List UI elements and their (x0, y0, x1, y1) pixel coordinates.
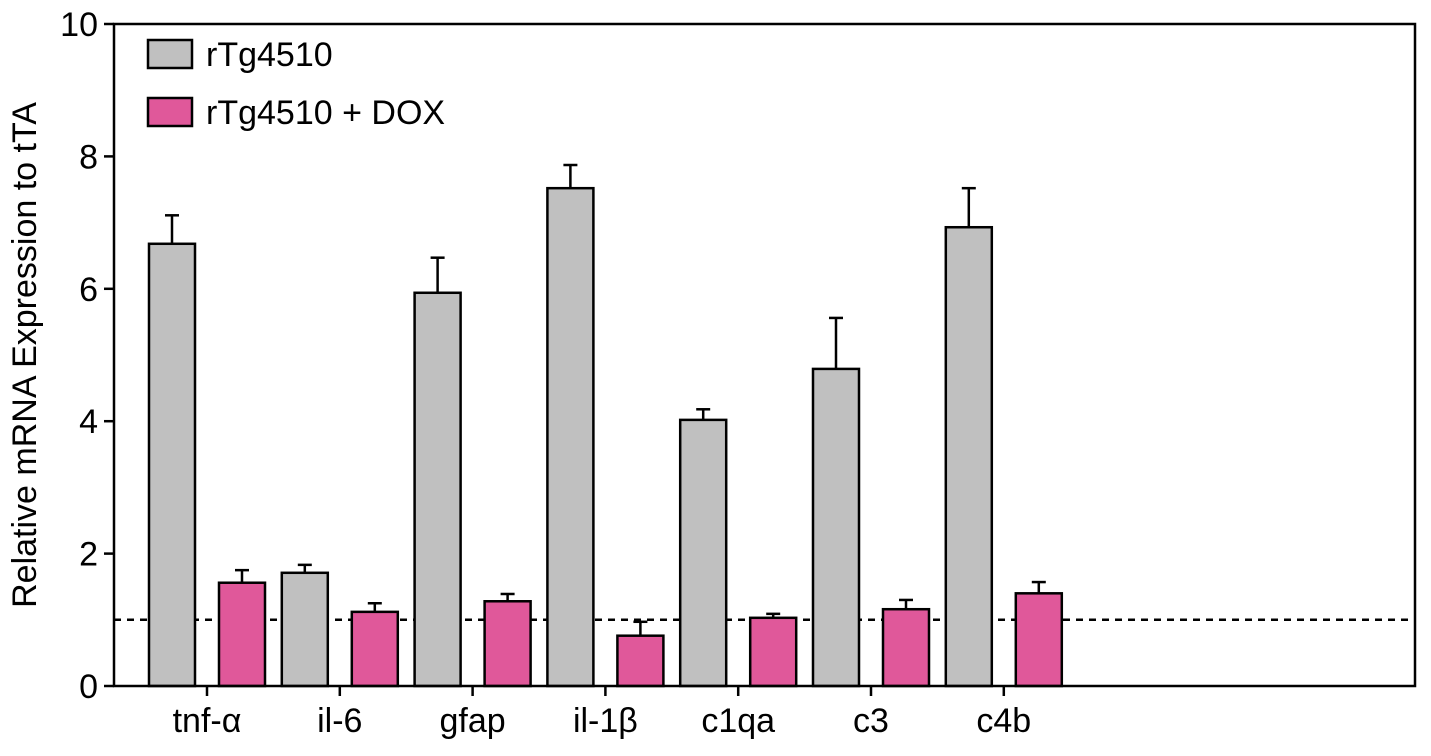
x-tick-label: c4b (976, 702, 1031, 740)
y-axis-label: Relative mRNA Expression to tTA (6, 102, 44, 608)
bar-dox (1014, 592, 1064, 688)
bar-rtg4510 (546, 186, 595, 688)
x-tick-label: gfap (440, 702, 506, 740)
bar-rtg4510 (280, 571, 330, 688)
bar-rtg4510 (944, 225, 994, 688)
plot-area: tnf-α il-6 gfap il-1β c1qa c3 c4b 0 2 4 6 8 10 (60, 6, 1417, 740)
legend-swatch-rtg4510 (146, 38, 194, 70)
bar-dox (217, 581, 267, 688)
plot-frame (112, 22, 1417, 688)
bar-rtg4510 (811, 367, 861, 688)
bar-rtg4510 (147, 242, 197, 688)
y-tick-label: 6 (79, 271, 98, 309)
x-tick-label: tnf-α (173, 702, 242, 740)
legend-label-rtg4510: rTg4510 (206, 36, 333, 74)
bar-dox (881, 607, 931, 688)
bar-dox (483, 600, 532, 688)
bar-dox (616, 634, 665, 688)
legend: rTg4510 rTg4510 + DOX (146, 36, 445, 132)
bar-dox (350, 610, 400, 688)
bar-dox (748, 616, 798, 688)
x-tick-label: il-6 (317, 702, 362, 740)
y-tick-label: 8 (79, 138, 98, 176)
y-tick-label: 0 (79, 668, 98, 706)
legend-swatch-rtg4510-dox (146, 96, 194, 128)
x-tick-label: il-1β (573, 702, 638, 740)
x-tick-label: c1qa (701, 702, 775, 740)
bar-rtg4510 (678, 418, 728, 688)
y-tick-label: 2 (79, 536, 98, 574)
x-tick-label: c3 (853, 702, 889, 740)
y-tick-label: 4 (79, 403, 98, 441)
bar-rtg4510 (413, 291, 462, 688)
y-tick-label: 10 (60, 6, 98, 44)
legend-label-rtg4510-dox: rTg4510 + DOX (206, 94, 445, 132)
